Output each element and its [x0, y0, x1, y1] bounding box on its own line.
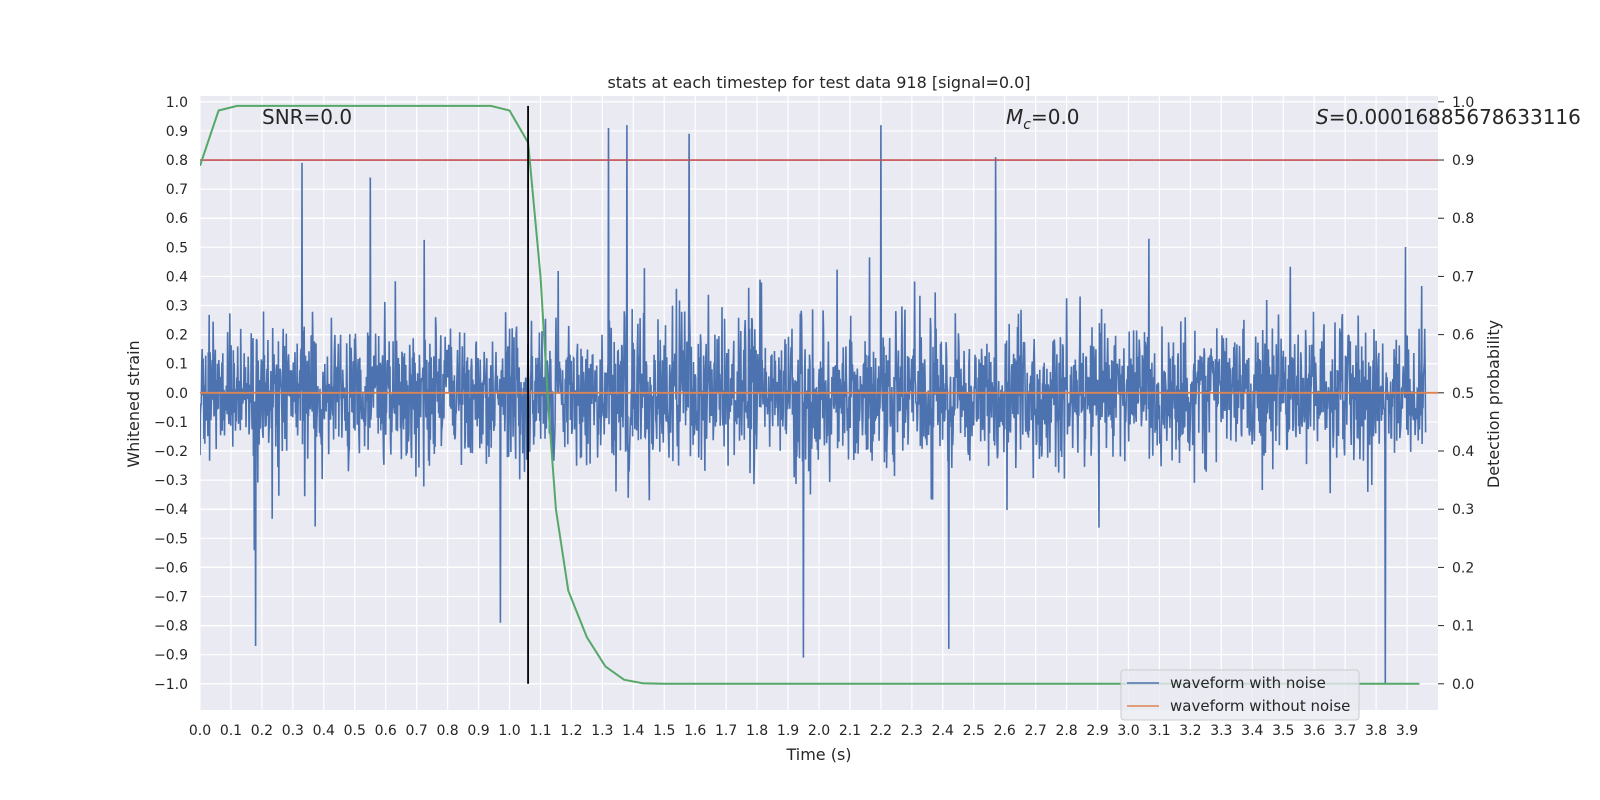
x-tick-label: 3.8 — [1365, 723, 1387, 739]
series-detection-probability — [200, 104, 1420, 685]
chirp-mass-symbol: M — [1006, 105, 1023, 129]
x-axis-label: Time (s) — [785, 745, 851, 764]
x-tick-label: 3.2 — [1179, 723, 1201, 739]
y-tick-label: 0.4 — [166, 269, 188, 285]
y-tick-label: 0.1 — [166, 357, 188, 373]
x-tick-label: 2.8 — [1055, 723, 1077, 739]
x-tick-label: 3.1 — [1148, 723, 1170, 739]
y2-tick-label: 0.3 — [1452, 502, 1474, 518]
y2-axis-ticks: 1.0 0.9 0.8 0.7 0.6 0.5 0.4 0.3 0.2 0.1 0.0 — [1438, 95, 1474, 693]
y2-tick-label: 0.4 — [1452, 444, 1474, 460]
x-tick-label: 1.4 — [622, 723, 644, 739]
y2-axis-label: Detection probability — [1484, 320, 1503, 488]
y-tick-label: −0.7 — [154, 590, 188, 606]
y-tick-label: −1.0 — [154, 677, 188, 693]
y2-tick-label: 0.9 — [1452, 153, 1474, 169]
x-tick-label: 1.6 — [684, 723, 706, 739]
snr-statistic-annotation: S=0.00016885678633116 — [1316, 105, 1581, 129]
x-tick-label: 2.4 — [932, 723, 954, 739]
x-tick-label: 1.9 — [777, 723, 799, 739]
y-tick-label: 0.3 — [166, 299, 188, 315]
x-tick-label: 0.7 — [406, 723, 428, 739]
x-tick-label: 2.5 — [963, 723, 985, 739]
x-tick-label: 0.6 — [375, 723, 397, 739]
x-tick-label: 3.9 — [1396, 723, 1418, 739]
y-tick-label: −0.1 — [154, 415, 188, 431]
chirp-mass-value: =0.0 — [1031, 105, 1080, 129]
x-tick-label: 1.8 — [746, 723, 768, 739]
x-tick-label: 0.8 — [436, 723, 458, 739]
y-tick-label: −0.9 — [154, 648, 188, 664]
y-axis-label: Whitened strain — [124, 340, 143, 467]
series-waveform-with-noise — [200, 125, 1427, 684]
chirp-mass-subscript: c — [1023, 117, 1031, 133]
y-tick-label: −0.6 — [154, 560, 188, 576]
y2-tick-label: 0.1 — [1452, 619, 1474, 635]
y-tick-label: −0.2 — [154, 444, 188, 460]
x-tick-label: 2.9 — [1086, 723, 1108, 739]
legend: waveform with noise waveform without noi… — [1120, 669, 1360, 721]
snr-annotation: SNR=0.0 — [262, 105, 352, 129]
y-tick-label: 0.0 — [166, 386, 188, 402]
legend-label-noise: waveform with noise — [1170, 674, 1326, 692]
y-tick-label: 0.5 — [166, 240, 188, 256]
x-tick-label: 2.6 — [994, 723, 1016, 739]
y-tick-label: 0.2 — [166, 328, 188, 344]
x-tick-label: 3.0 — [1117, 723, 1139, 739]
x-tick-label: 3.5 — [1272, 723, 1294, 739]
x-tick-label: 0.9 — [467, 723, 489, 739]
chirp-mass-annotation: Mc=0.0 — [1006, 105, 1080, 133]
y-tick-label: 0.8 — [166, 153, 188, 169]
x-tick-label: 1.1 — [529, 723, 551, 739]
x-tick-label: 0.5 — [344, 723, 366, 739]
x-tick-label: 1.5 — [653, 723, 675, 739]
y-tick-label: 0.9 — [166, 124, 188, 140]
y-tick-label: 0.7 — [166, 182, 188, 198]
s-symbol: S — [1316, 105, 1329, 129]
legend-label-clean: waveform without noise — [1170, 697, 1350, 715]
y-tick-label: −0.5 — [154, 531, 188, 547]
y-tick-label: −0.4 — [154, 502, 188, 518]
y2-tick-label: 0.2 — [1452, 560, 1474, 576]
y-tick-label: 0.6 — [166, 211, 188, 227]
series-layer — [200, 104, 1438, 685]
x-tick-label: 2.7 — [1025, 723, 1047, 739]
y-tick-label: −0.3 — [154, 473, 188, 489]
x-tick-label: 0.0 — [189, 723, 211, 739]
y2-tick-label: 0.8 — [1452, 211, 1474, 227]
y2-tick-label: 0.6 — [1452, 328, 1474, 344]
x-tick-label: 1.2 — [560, 723, 582, 739]
legend-frame — [1120, 669, 1360, 721]
x-tick-label: 3.7 — [1334, 723, 1356, 739]
y-tick-label: −0.8 — [154, 619, 188, 635]
y-tick-label: 1.0 — [166, 95, 188, 111]
y2-tick-label: 0.5 — [1452, 386, 1474, 402]
x-tick-label: 2.2 — [870, 723, 892, 739]
y2-tick-label: 0.7 — [1452, 269, 1474, 285]
x-tick-label: 0.4 — [313, 723, 335, 739]
x-tick-label: 3.3 — [1210, 723, 1232, 739]
y2-tick-label: 1.0 — [1452, 95, 1474, 111]
x-tick-label: 0.1 — [220, 723, 242, 739]
x-axis-ticks: 0.0 0.1 0.2 0.3 0.4 0.5 0.6 0.7 0.8 0.9 1.0 1.1 1.2 1… — [189, 723, 1418, 739]
x-tick-label: 2.0 — [808, 723, 830, 739]
y2-tick-label: 0.0 — [1452, 677, 1474, 693]
x-tick-label: 0.3 — [282, 723, 304, 739]
x-tick-label: 3.6 — [1303, 723, 1325, 739]
x-tick-label: 2.3 — [901, 723, 923, 739]
x-tick-label: 1.0 — [498, 723, 520, 739]
x-tick-label: 3.4 — [1241, 723, 1263, 739]
x-tick-label: 0.2 — [251, 723, 273, 739]
x-tick-label: 2.1 — [839, 723, 861, 739]
y-axis-ticks: 1.0 0.9 0.8 0.7 0.6 0.5 0.4 0.3 0.2 0.1 0.0 −0.1 −0.… — [154, 95, 188, 693]
x-tick-label: 1.7 — [715, 723, 737, 739]
s-value: =0.00016885678633116 — [1329, 105, 1581, 129]
x-tick-label: 1.3 — [591, 723, 613, 739]
chart-title: stats at each timestep for test data 918… — [607, 73, 1030, 92]
